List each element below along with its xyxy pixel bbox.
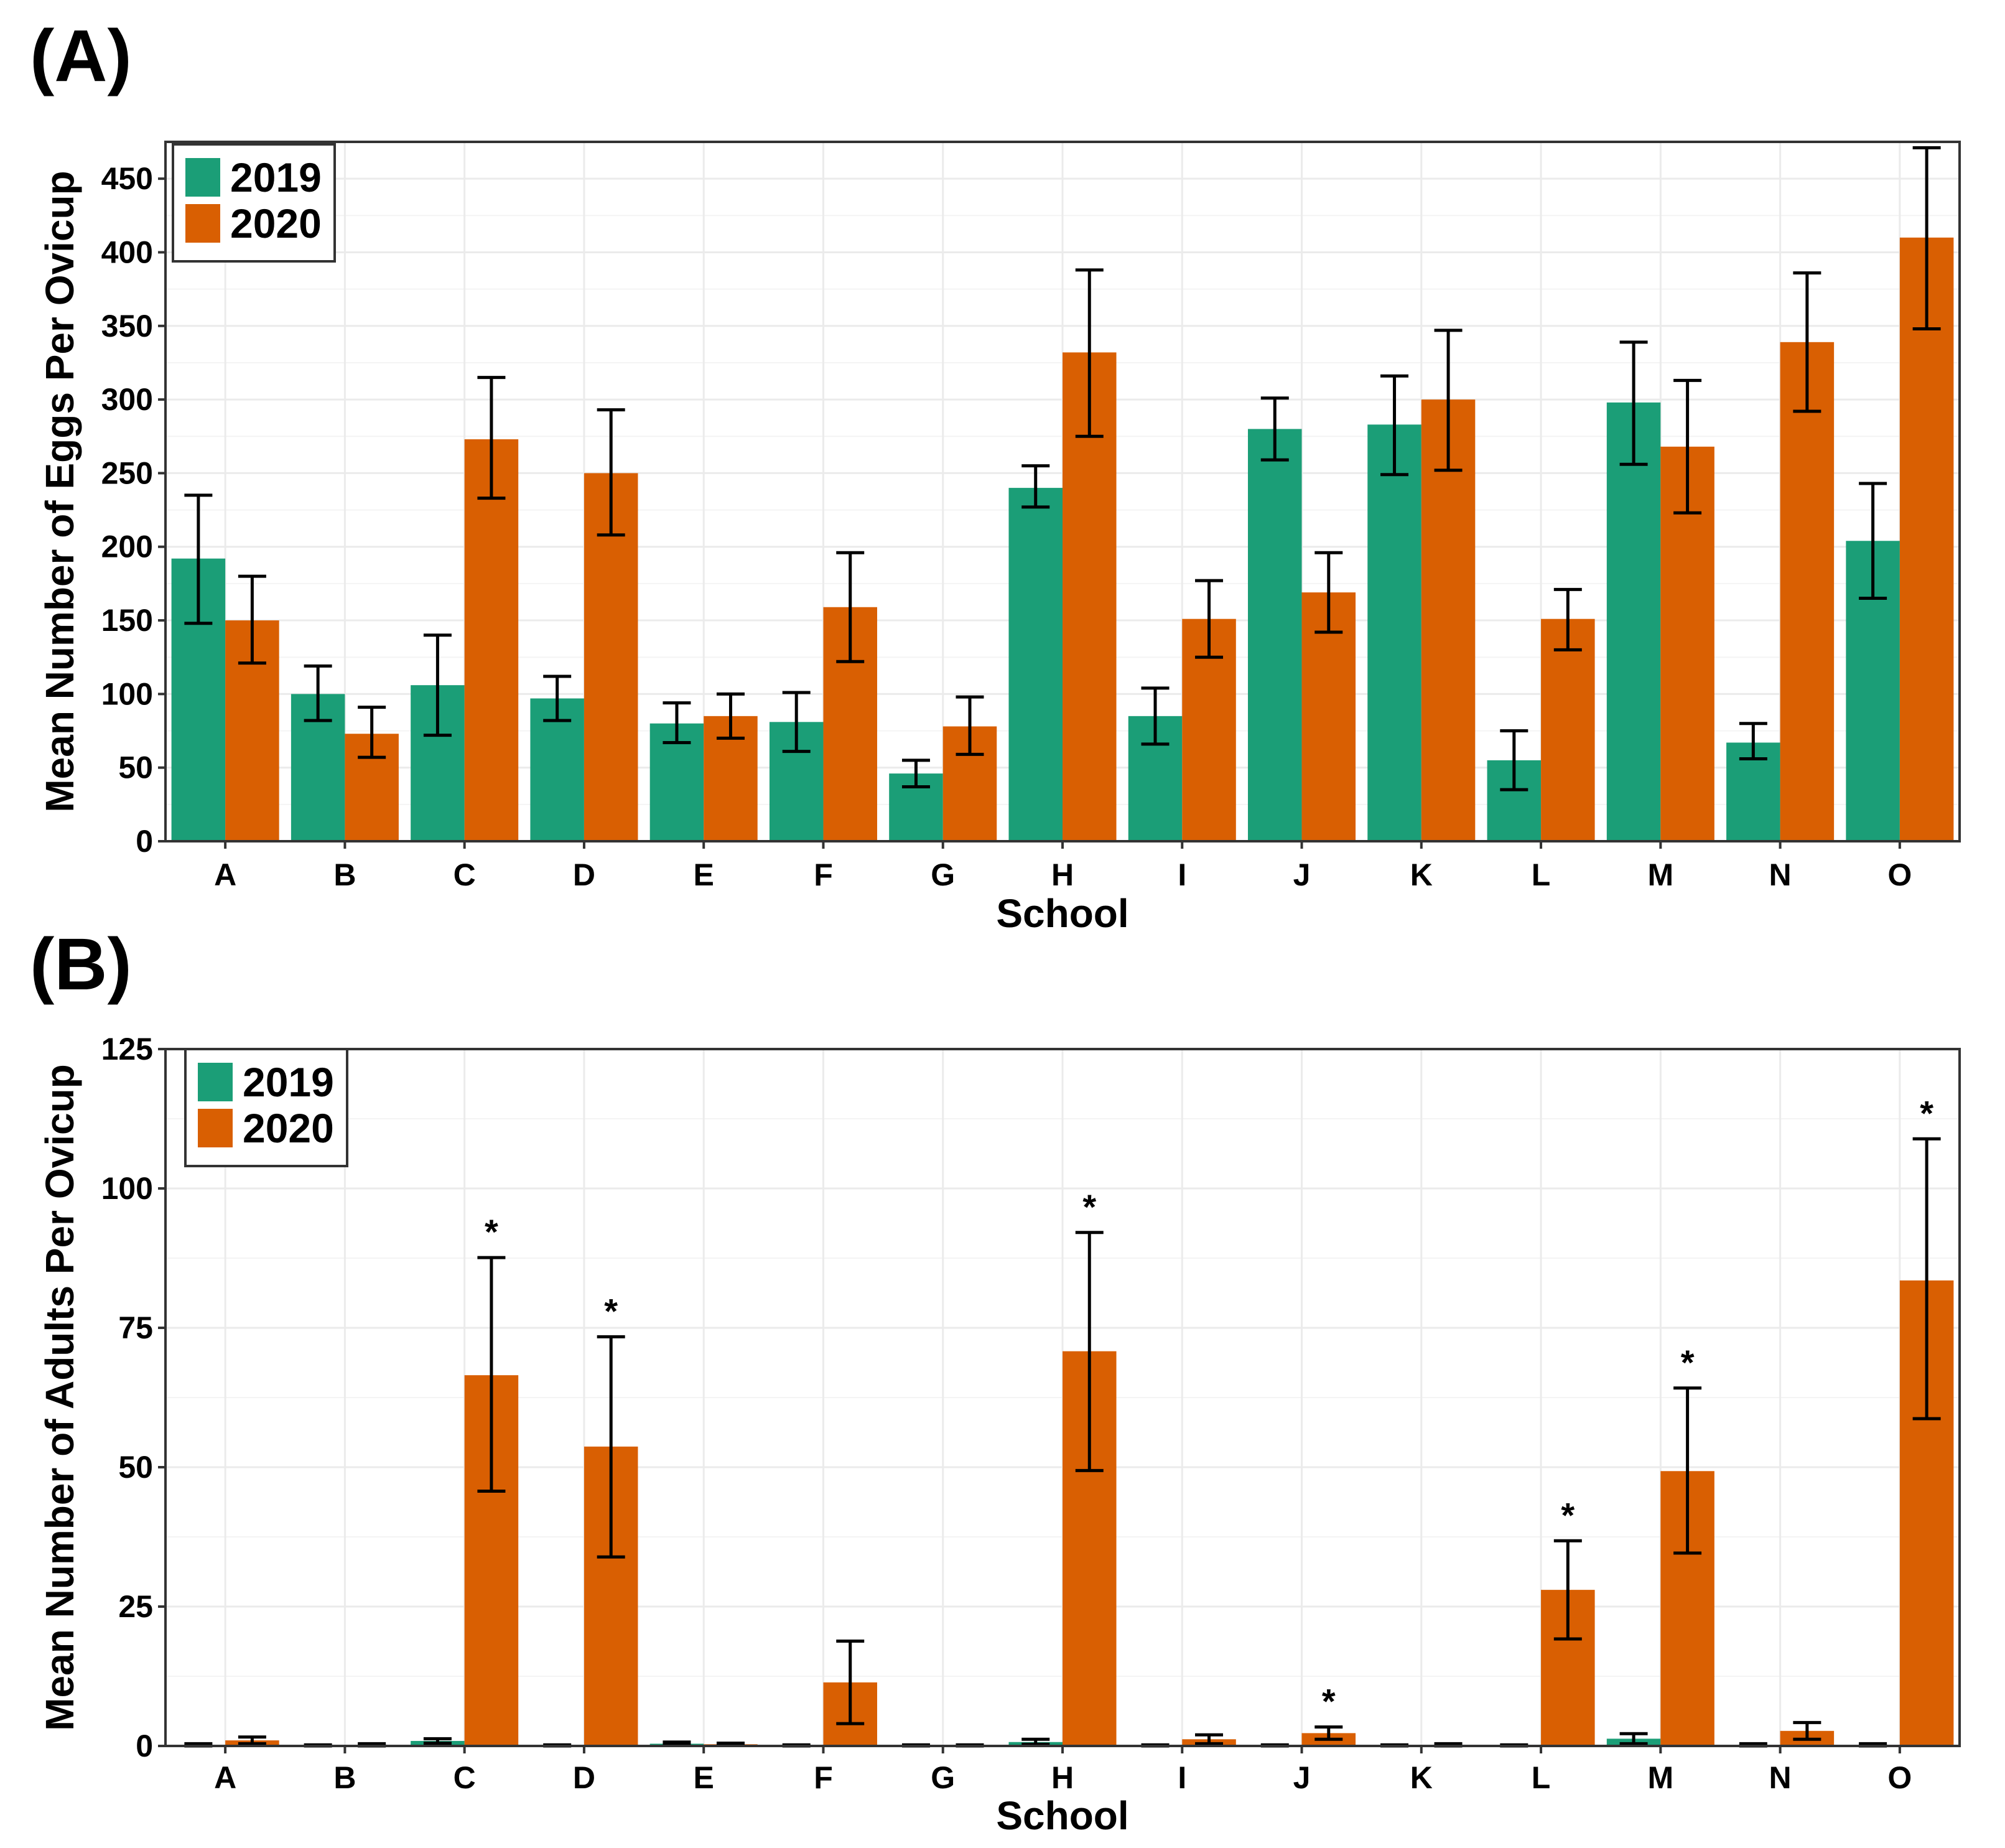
bar-2020-O bbox=[1899, 237, 1954, 841]
legend-label: 2019 bbox=[230, 154, 322, 200]
x-tick-label: N bbox=[1769, 857, 1792, 892]
bar-2020-L bbox=[1541, 618, 1595, 841]
x-tick-label: B bbox=[333, 1760, 356, 1795]
y-tick-label: 50 bbox=[118, 1450, 153, 1485]
significance-marker: * bbox=[604, 1291, 618, 1330]
x-tick-label: F bbox=[814, 1760, 833, 1795]
x-tick-label: A bbox=[214, 1760, 236, 1795]
legend-label: 2020 bbox=[230, 200, 322, 246]
x-tick-label: E bbox=[694, 1760, 714, 1795]
significance-marker: * bbox=[1920, 1093, 1933, 1132]
bar-2020-C bbox=[464, 439, 519, 841]
x-tick-label: O bbox=[1887, 857, 1912, 892]
x-tick-label: I bbox=[1178, 857, 1186, 892]
x-axis-title: School bbox=[996, 1793, 1128, 1838]
x-tick-label: H bbox=[1051, 1760, 1074, 1795]
y-axis-title: Mean Number of Eggs Per Ovicup bbox=[37, 170, 82, 812]
y-tick-label: 150 bbox=[101, 603, 153, 638]
significance-marker: * bbox=[1322, 1682, 1336, 1721]
bar-2019-D bbox=[530, 698, 584, 841]
x-tick-label: B bbox=[333, 857, 356, 892]
x-tick-label: M bbox=[1648, 857, 1674, 892]
x-tick-label: J bbox=[1293, 857, 1311, 892]
y-tick-label: 125 bbox=[101, 1032, 153, 1066]
y-tick-label: 0 bbox=[136, 1729, 153, 1763]
significance-marker: * bbox=[485, 1212, 498, 1251]
legend-label: 2019 bbox=[243, 1059, 334, 1105]
y-tick-label: 0 bbox=[136, 824, 153, 859]
x-tick-label: C bbox=[454, 857, 476, 892]
x-axis-title: School bbox=[996, 891, 1128, 936]
y-tick-label: 300 bbox=[101, 382, 153, 417]
x-tick-label: D bbox=[573, 1760, 595, 1795]
bar-2020-J bbox=[1301, 592, 1356, 841]
y-axis-title: Mean Number of Adults Per Ovicup bbox=[37, 1064, 82, 1731]
x-tick-label: L bbox=[1532, 857, 1551, 892]
y-tick-label: 25 bbox=[118, 1589, 153, 1624]
bar-2020-N bbox=[1780, 342, 1835, 841]
significance-marker: * bbox=[1681, 1343, 1695, 1382]
x-tick-label: G bbox=[931, 857, 955, 892]
legend-swatch-2020 bbox=[185, 204, 220, 243]
legend-label: 2020 bbox=[243, 1105, 334, 1151]
y-tick-label: 100 bbox=[101, 676, 153, 711]
significance-marker: * bbox=[1561, 1495, 1575, 1534]
legend-swatch-2020 bbox=[198, 1109, 233, 1147]
bar-2020-K bbox=[1421, 399, 1476, 841]
x-tick-label: D bbox=[573, 857, 595, 892]
y-tick-label: 450 bbox=[101, 161, 153, 196]
x-tick-label: L bbox=[1532, 1760, 1551, 1795]
legend-swatch-2019 bbox=[185, 158, 220, 197]
x-tick-label: H bbox=[1051, 857, 1074, 892]
legend-swatch-2019 bbox=[198, 1063, 233, 1101]
bar-2019-M bbox=[1606, 402, 1661, 841]
x-tick-label: G bbox=[931, 1760, 955, 1795]
bar-2019-K bbox=[1367, 424, 1421, 841]
x-tick-label: K bbox=[1410, 1760, 1433, 1795]
y-tick-label: 250 bbox=[101, 455, 153, 490]
x-tick-label: M bbox=[1648, 1760, 1674, 1795]
bar-2019-J bbox=[1248, 429, 1302, 841]
x-tick-label: N bbox=[1769, 1760, 1792, 1795]
significance-marker: * bbox=[1082, 1187, 1096, 1226]
y-tick-label: 75 bbox=[118, 1310, 153, 1345]
x-tick-label: J bbox=[1293, 1760, 1311, 1795]
panel-label: (A) bbox=[30, 15, 132, 97]
y-tick-label: 400 bbox=[101, 235, 153, 269]
panel-label: (B) bbox=[30, 923, 132, 1006]
x-tick-label: C bbox=[454, 1760, 476, 1795]
x-tick-label: A bbox=[214, 857, 236, 892]
x-tick-label: K bbox=[1410, 857, 1433, 892]
y-tick-label: 50 bbox=[118, 750, 153, 785]
x-tick-label: I bbox=[1178, 1760, 1186, 1795]
y-tick-label: 100 bbox=[101, 1171, 153, 1206]
x-tick-label: E bbox=[694, 857, 714, 892]
bar-2019-H bbox=[1008, 488, 1063, 841]
x-tick-label: O bbox=[1887, 1760, 1912, 1795]
x-tick-label: F bbox=[814, 857, 833, 892]
y-tick-label: 350 bbox=[101, 309, 153, 343]
y-tick-label: 200 bbox=[101, 530, 153, 564]
